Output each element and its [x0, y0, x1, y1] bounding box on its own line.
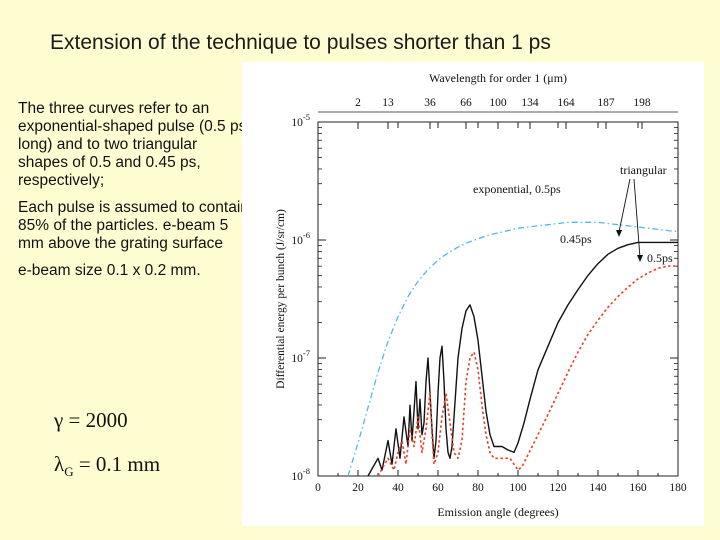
top-tick-label: 134: [521, 97, 539, 109]
pointer-arrow-045: [616, 230, 622, 237]
note-curves: The three curves refer to an exponential…: [18, 100, 247, 189]
annotation-045ps: 0.45ps: [560, 232, 592, 246]
x-tick-label: 20: [352, 482, 364, 494]
notes-panel: The three curves refer to an exponential…: [18, 100, 250, 289]
annotation-triangular: triangular: [620, 163, 667, 177]
y-tick-label: 10-6: [291, 230, 310, 247]
slide-title: Extension of the technique to pulses sho…: [50, 31, 551, 54]
pointer-line-05: [633, 178, 641, 259]
y-tick-exponent: -5: [303, 112, 310, 122]
formula-gamma: γ = 2000: [54, 408, 128, 433]
x-tick-label: 60: [432, 482, 444, 494]
x-tick-label: 0: [315, 482, 321, 494]
x-tick-label: 180: [669, 482, 687, 494]
annotation-05ps: 0.5ps: [647, 251, 673, 265]
x-tick-label: 120: [549, 482, 567, 494]
x-tick-label: 100: [509, 482, 527, 494]
formula-lambda: λG = 0.1 mm: [54, 452, 160, 480]
y-tick-label: 10-8: [291, 466, 310, 483]
gamma-symbol: γ: [54, 408, 64, 432]
tick-layer: 0 20 40 60 80 100 120 140 160 180 2 13 36 66 100 134 164…: [291, 97, 686, 494]
annotation-layer: triangular exponential, 0.5ps 0.45ps 0.5…: [473, 163, 673, 265]
y-tick-exponent: -8: [303, 466, 310, 476]
top-tick-label: 187: [597, 97, 615, 109]
y-tick-exponent: -7: [303, 348, 310, 358]
x-tick-label: 160: [629, 482, 647, 494]
top-tick-label: 164: [557, 97, 575, 109]
y-tick-base: 10: [291, 353, 303, 365]
y-tick-base: 10: [291, 235, 303, 247]
y-tick-base: 10: [291, 471, 303, 483]
top-tick-label: 36: [424, 97, 436, 109]
y-tick-exponent: -6: [303, 230, 310, 240]
note-beam-size: e-beam size 0.1 x 0.2 mm.: [18, 262, 201, 279]
y-tick-label: 10-5: [291, 112, 310, 129]
gamma-value: = 2000: [63, 408, 128, 432]
y-axis-label: Differential energy per bunch (J/sr/cm): [275, 209, 287, 389]
annotation-exponential: exponential, 0.5ps: [473, 182, 561, 196]
top-axis-label: Wavelength for order 1 (μm): [429, 71, 567, 85]
series-line-t05: [377, 265, 678, 477]
series-layer: [347, 221, 679, 477]
y-tick-base: 10: [291, 117, 303, 129]
top-tick-label: 198: [633, 97, 651, 109]
series-line-exponential: [347, 221, 679, 477]
x-tick-label: 40: [392, 482, 404, 494]
lambda-subscript: G: [64, 464, 74, 480]
top-tick-label: 2: [355, 97, 361, 109]
top-tick-label: 13: [382, 97, 394, 109]
top-tick-label: 66: [460, 97, 472, 109]
top-tick-label: 100: [489, 97, 507, 109]
x-tick-label: 140: [589, 482, 607, 494]
x-tick-label: 80: [472, 482, 484, 494]
emission-chart: 0 20 40 60 80 100 120 140 160 180 2 13 36 66 100 134 164…: [242, 62, 704, 526]
lambda-value: = 0.1 mm: [73, 452, 161, 476]
chart-canvas: 0 20 40 60 80 100 120 140 160 180 2 13 36 66 100 134 164…: [275, 71, 687, 519]
pointer-arrow-05: [637, 255, 643, 262]
note-particles: Each pulse is assumed to contain 85% of …: [18, 199, 249, 252]
y-tick-label: 10-7: [291, 348, 310, 365]
pointer-line-045: [618, 178, 631, 233]
x-axis-label: Emission angle (degrees): [437, 505, 558, 519]
lambda-symbol: λ: [54, 452, 65, 476]
